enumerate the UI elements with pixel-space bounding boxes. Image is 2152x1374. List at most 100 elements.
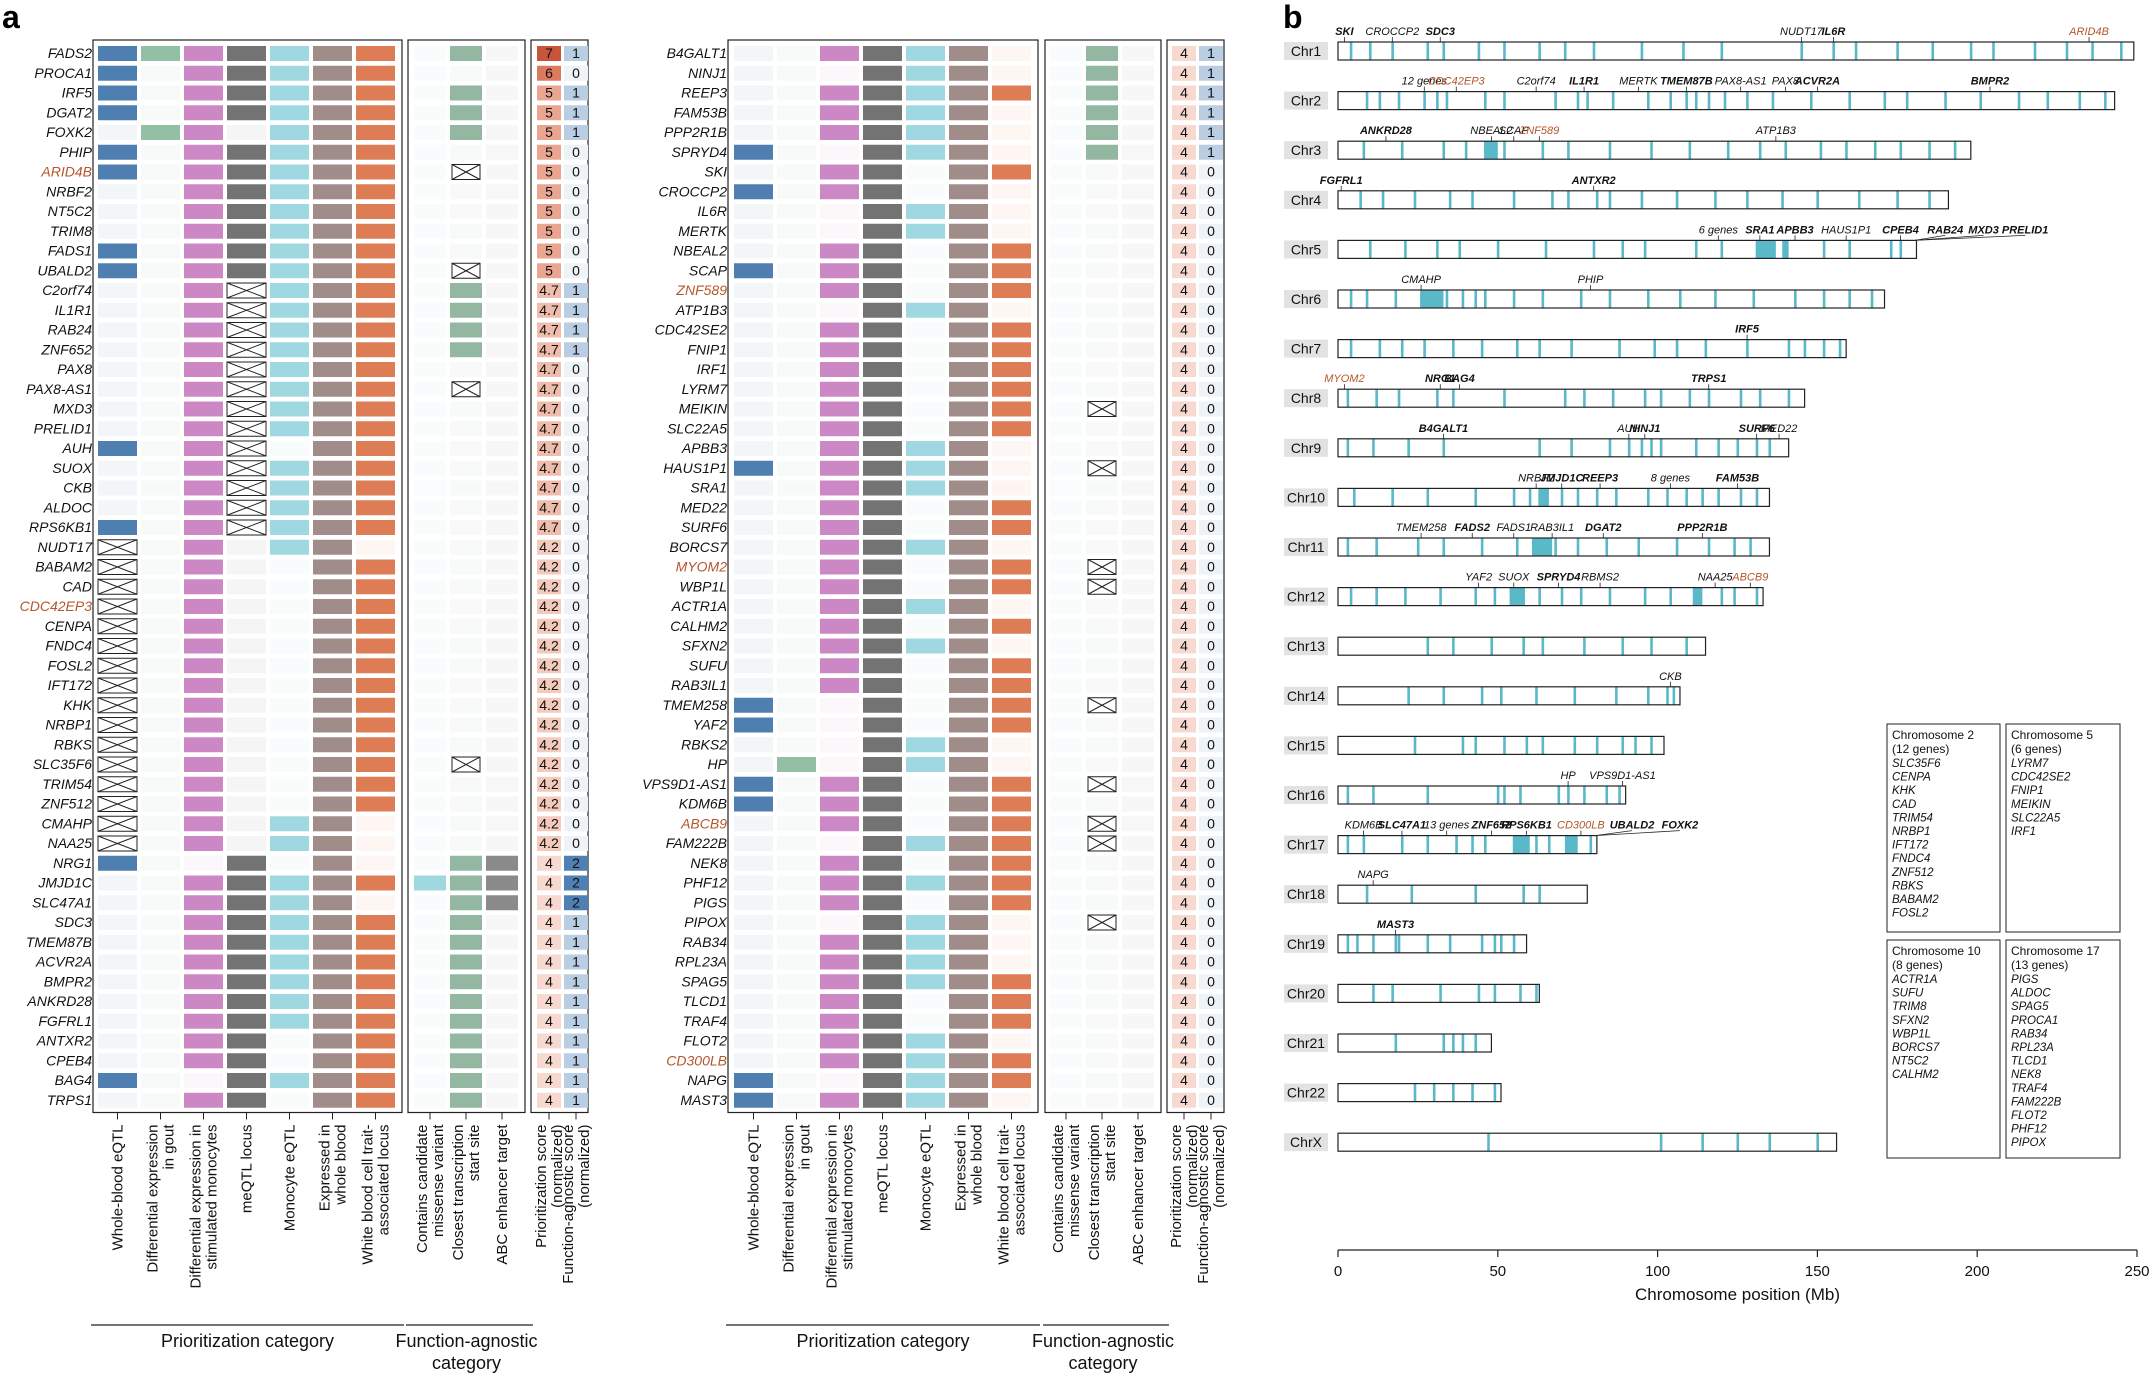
prioritization-score-cell xyxy=(1172,757,1196,772)
gene-label: SKI xyxy=(704,164,727,180)
category-cell xyxy=(863,994,902,1009)
category-cell xyxy=(227,974,266,990)
function-agnostic-score-cell xyxy=(1199,302,1223,318)
category-cell xyxy=(356,322,395,338)
function-agnostic-score-cell xyxy=(564,322,588,338)
category-cell xyxy=(863,184,902,200)
category-cell xyxy=(486,1092,518,1108)
category-cell xyxy=(141,994,180,1009)
category-cell xyxy=(313,263,352,279)
gene-label: NRG1 xyxy=(53,855,92,871)
function-agnostic-score-cell xyxy=(564,796,588,812)
gene-label: ABCB9 xyxy=(680,815,727,831)
gene-mark xyxy=(1694,438,1698,457)
category-cell xyxy=(906,579,945,595)
category-cell xyxy=(450,737,482,753)
category-cell xyxy=(863,302,902,318)
prioritization-score-cell xyxy=(1172,164,1196,180)
gene-mark xyxy=(1461,290,1465,308)
prioritization-score: 4 xyxy=(1180,341,1188,357)
gene-mark xyxy=(1445,290,1449,308)
category-cell xyxy=(863,105,902,121)
prioritization-score: 4 xyxy=(1180,657,1188,673)
category-cell xyxy=(1122,737,1154,753)
gene-label: RPS6KB1 xyxy=(29,519,92,535)
gene-mark xyxy=(1583,637,1586,656)
x-tick-label: 200 xyxy=(1965,1263,1990,1280)
category-cell xyxy=(777,658,816,674)
category-cell xyxy=(1086,322,1118,338)
function-agnostic-score-cell xyxy=(1199,105,1223,121)
gene-list-item: SUFU xyxy=(1892,988,1924,1000)
category-cell xyxy=(98,994,137,1009)
table-row: TRAF4 4 0 xyxy=(683,1013,1223,1029)
gene-mark xyxy=(2120,42,2123,60)
category-cell xyxy=(270,302,309,318)
bracket-label: Function-agnostic xyxy=(1032,1331,1174,1351)
chromosome-chr22: Chr22 xyxy=(1284,1082,1502,1103)
category-cell xyxy=(1086,520,1118,535)
prioritization-score-cell xyxy=(537,539,561,555)
prioritization-score-cell xyxy=(1172,776,1196,792)
category-cell xyxy=(356,401,395,417)
chromosome-bar xyxy=(1337,41,2135,61)
category-cell xyxy=(414,460,446,476)
category-cell xyxy=(184,500,223,516)
prioritization-score-cell xyxy=(537,144,561,160)
category-cell xyxy=(270,1013,309,1029)
gene-mark xyxy=(1634,736,1637,755)
gene-label: LYRM7 xyxy=(682,381,729,397)
category-cell xyxy=(184,65,223,81)
prioritization-score: 4 xyxy=(1180,934,1188,950)
na-cross xyxy=(97,618,138,635)
na-cross xyxy=(97,736,138,753)
gene-mark xyxy=(1346,786,1350,804)
gene-list-frame xyxy=(1886,939,2001,1159)
category-cell xyxy=(1050,796,1082,812)
gene-mark xyxy=(1391,984,1394,1003)
category-cell xyxy=(486,401,518,417)
gene-list-item: SPAG5 xyxy=(2011,1001,2049,1013)
category-cell xyxy=(98,460,137,476)
chromosome-label: Chr22 xyxy=(1287,1085,1325,1101)
category-cell xyxy=(98,954,137,970)
category-cell xyxy=(777,539,816,555)
function-agnostic-score-cell xyxy=(1199,658,1223,674)
gene-mark xyxy=(1522,885,1525,904)
table-row: PAX8-AS1 4.7 0 xyxy=(26,381,588,398)
gene-mark xyxy=(1512,290,1516,308)
gene-mark xyxy=(1857,190,1861,209)
category-cell xyxy=(1086,302,1118,318)
gene-mark xyxy=(1608,190,1612,209)
gene-list-item: TLCD1 xyxy=(2011,1056,2047,1068)
category-cell xyxy=(777,796,816,812)
category-cell xyxy=(1086,1013,1118,1029)
category-cell xyxy=(734,283,773,298)
gene-mark xyxy=(1400,339,1404,358)
category-cell xyxy=(820,757,859,772)
gene-mark xyxy=(1535,686,1538,705)
category-cell xyxy=(141,737,180,753)
gene-mark xyxy=(1512,835,1516,854)
category-cell xyxy=(356,658,395,674)
gene-label: BAG4 xyxy=(55,1072,93,1088)
category-cell xyxy=(820,144,859,160)
gene-mark xyxy=(1618,339,1621,358)
prioritization-score-cell xyxy=(1172,1092,1196,1108)
gene-label: TMEM258 xyxy=(662,697,727,713)
gene-mark xyxy=(1519,984,1522,1003)
category-cell xyxy=(734,954,773,970)
na-cross xyxy=(226,440,267,457)
prioritization-score-cell xyxy=(1172,855,1196,871)
category-cell xyxy=(1122,954,1154,970)
category-cell xyxy=(141,342,180,358)
na-cross xyxy=(97,638,138,654)
category-cell xyxy=(949,875,988,891)
table-row: NBEAL2 4 0 xyxy=(673,243,1223,259)
column-header: Closest transcription xyxy=(1086,1125,1103,1261)
table-row: CKB 4.7 0 xyxy=(63,480,588,496)
gene-list-item: ALDOC xyxy=(2010,988,2051,1000)
category-cell xyxy=(992,1033,1031,1049)
gene-mark xyxy=(1669,91,1672,110)
